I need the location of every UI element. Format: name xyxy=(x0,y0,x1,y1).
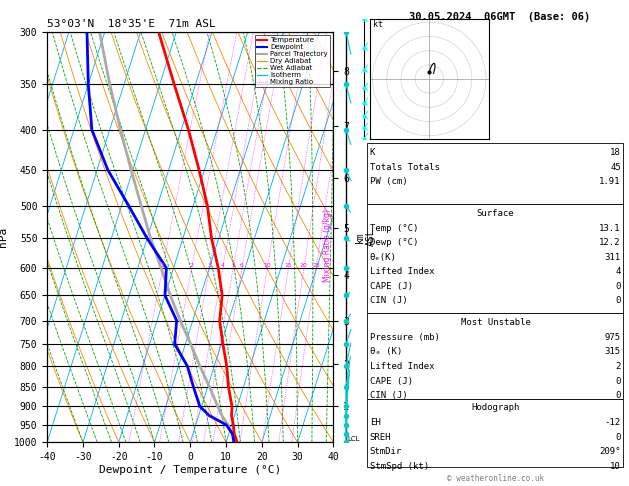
Text: 0: 0 xyxy=(615,377,621,386)
Text: -12: -12 xyxy=(604,418,621,427)
Text: Hodograph: Hodograph xyxy=(472,403,520,413)
Text: CIN (J): CIN (J) xyxy=(370,296,408,306)
Text: StmSpd (kt): StmSpd (kt) xyxy=(370,462,429,471)
Text: EH: EH xyxy=(370,418,381,427)
Text: 0: 0 xyxy=(615,282,621,291)
Text: Dewp (°C): Dewp (°C) xyxy=(370,238,418,247)
Text: Totals Totals: Totals Totals xyxy=(370,163,440,172)
Text: 10: 10 xyxy=(610,462,621,471)
Text: 4: 4 xyxy=(615,267,621,277)
Text: 975: 975 xyxy=(604,333,621,342)
Text: Lifted Index: Lifted Index xyxy=(370,362,435,371)
Text: 5: 5 xyxy=(231,263,235,268)
Text: 45: 45 xyxy=(610,163,621,172)
Text: 4: 4 xyxy=(221,263,225,268)
Text: LCL: LCL xyxy=(347,436,360,442)
Text: kt: kt xyxy=(372,19,382,29)
X-axis label: Dewpoint / Temperature (°C): Dewpoint / Temperature (°C) xyxy=(99,465,281,475)
Text: 2: 2 xyxy=(615,362,621,371)
Y-axis label: km
ASL: km ASL xyxy=(355,228,376,246)
Text: 0: 0 xyxy=(615,433,621,442)
Text: θₑ(K): θₑ(K) xyxy=(370,253,397,262)
Text: CAPE (J): CAPE (J) xyxy=(370,282,413,291)
Text: 30.05.2024  06GMT  (Base: 06): 30.05.2024 06GMT (Base: 06) xyxy=(409,12,591,22)
Text: 13.1: 13.1 xyxy=(599,224,621,233)
Text: 0: 0 xyxy=(615,391,621,400)
Text: 2: 2 xyxy=(189,263,194,268)
Text: 311: 311 xyxy=(604,253,621,262)
Text: 15: 15 xyxy=(284,263,292,268)
Text: 315: 315 xyxy=(604,347,621,357)
Text: Lifted Index: Lifted Index xyxy=(370,267,435,277)
Text: θₑ (K): θₑ (K) xyxy=(370,347,402,357)
Text: 12.2: 12.2 xyxy=(599,238,621,247)
Text: Surface: Surface xyxy=(477,209,515,218)
Text: StmDir: StmDir xyxy=(370,447,402,456)
Text: © weatheronline.co.uk: © weatheronline.co.uk xyxy=(447,474,544,483)
Text: 209°: 209° xyxy=(599,447,621,456)
Text: 20: 20 xyxy=(300,263,308,268)
Text: 10: 10 xyxy=(264,263,271,268)
Text: Most Unstable: Most Unstable xyxy=(460,318,531,328)
Text: 3: 3 xyxy=(208,263,211,268)
Text: Temp (°C): Temp (°C) xyxy=(370,224,418,233)
Text: 18: 18 xyxy=(610,148,621,157)
Text: 25: 25 xyxy=(312,263,320,268)
Text: Pressure (mb): Pressure (mb) xyxy=(370,333,440,342)
Text: 53°03'N  18°35'E  71m ASL: 53°03'N 18°35'E 71m ASL xyxy=(47,19,216,30)
Text: 6: 6 xyxy=(240,263,244,268)
Y-axis label: hPa: hPa xyxy=(0,227,8,247)
Text: 0: 0 xyxy=(615,296,621,306)
Text: 1.91: 1.91 xyxy=(599,177,621,187)
Legend: Temperature, Dewpoint, Parcel Trajectory, Dry Adiabat, Wet Adiabat, Isotherm, Mi: Temperature, Dewpoint, Parcel Trajectory… xyxy=(255,35,330,87)
Text: Mixing Ratio (g/kg): Mixing Ratio (g/kg) xyxy=(323,208,332,282)
Text: PW (cm): PW (cm) xyxy=(370,177,408,187)
Text: CIN (J): CIN (J) xyxy=(370,391,408,400)
Text: K: K xyxy=(370,148,376,157)
Text: SREH: SREH xyxy=(370,433,391,442)
Text: CAPE (J): CAPE (J) xyxy=(370,377,413,386)
Text: 1: 1 xyxy=(160,263,165,268)
